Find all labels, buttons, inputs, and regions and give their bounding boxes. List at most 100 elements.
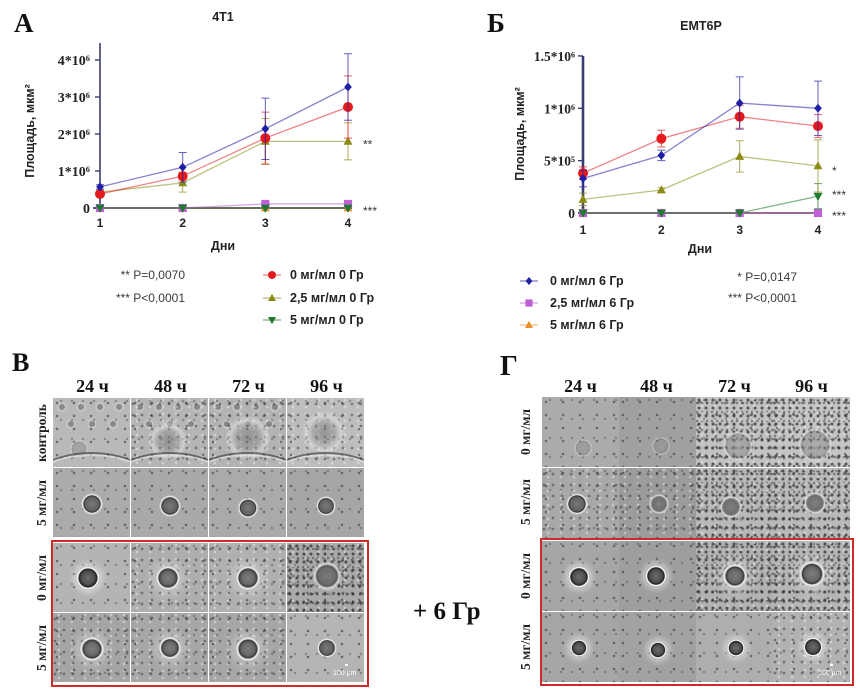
- column-header: 24 ч: [564, 376, 597, 396]
- chart-emt6p: Б EMT6P Площадь, мкм² Дни 0 5*10⁵ 1*10⁶ 1.5…: [487, 8, 846, 256]
- legend-label: 2,5 мг/мл 6 Гр: [550, 296, 635, 310]
- micrograph-cell: [773, 541, 850, 611]
- series-line: [582, 116, 819, 174]
- panel-label-g: Г: [500, 351, 518, 382]
- series-line: [99, 140, 348, 193]
- chart-4t1: А 4T1 Площадь, мкм² Дни 0 1*10⁶ 2*10⁶ 3*10⁶…: [14, 8, 377, 253]
- data-point: [343, 199, 353, 208]
- data-point: [260, 204, 270, 213]
- data-point: [178, 204, 188, 213]
- micrograph-cell: [542, 541, 619, 611]
- data-point: [814, 103, 822, 113]
- micrograph-cell: [542, 397, 619, 467]
- data-point: [657, 150, 666, 160]
- spheroid: [312, 561, 343, 592]
- legend-marker-shape: [525, 299, 533, 307]
- legend-marker-icon: [520, 320, 538, 328]
- y-axis-label: Площадь, мкм²: [23, 84, 37, 178]
- column-header: 72 ч: [718, 376, 751, 396]
- x-tick-label: 3: [262, 216, 269, 230]
- p-value-note: *** P<0,0001: [727, 291, 797, 305]
- micrograph-cell: [696, 612, 773, 682]
- p-value-note: * P=0,0147: [737, 270, 797, 284]
- significance-marker: ***: [832, 209, 846, 223]
- micrograph-cell: [287, 398, 364, 467]
- data-point: [656, 185, 666, 194]
- legend-marker-icon: [263, 317, 281, 325]
- micrograph-cell: [287, 468, 364, 537]
- y-tick-label: 0: [568, 206, 575, 221]
- micrograph-cell: [209, 468, 286, 537]
- legend-marker-shape: [268, 293, 276, 301]
- data-point: [578, 209, 588, 218]
- data-point: [735, 151, 745, 160]
- significance-marker: ***: [832, 188, 846, 202]
- micrograph-cell: [287, 613, 364, 682]
- x-tick-label: 4: [815, 223, 822, 237]
- spheroid: [317, 637, 338, 658]
- data-point: [96, 182, 104, 192]
- micrograph-cell: [53, 398, 130, 467]
- series-line: [583, 195, 819, 214]
- spheroid: [237, 497, 258, 519]
- y-tick-label: 1*10⁶: [58, 165, 90, 180]
- spheroid: [727, 639, 746, 658]
- micrograph-cell: [619, 468, 696, 538]
- scale-bar-label: 100 μm: [818, 670, 842, 677]
- charts-canvas: А 4T1 Площадь, мкм² Дни 0 1*10⁶ 2*10⁶ 3*10⁶…: [14, 8, 846, 256]
- y-tick-label: 2*10⁶: [58, 128, 90, 143]
- significance-marker: **: [363, 137, 373, 151]
- column-header: 96 ч: [795, 376, 828, 396]
- data-point: [656, 133, 667, 144]
- micrograph-cell: [131, 398, 208, 467]
- data-point: [261, 199, 270, 208]
- data-point: [656, 209, 666, 218]
- legend-marker-shape: [268, 317, 276, 325]
- micrograph-cell: [53, 468, 130, 537]
- micrograph-cell: [131, 468, 208, 537]
- micrograph-cell: [209, 543, 286, 612]
- column-header: 48 ч: [640, 376, 673, 396]
- legend-label: 5 мг/мл 0 Гр: [290, 313, 364, 327]
- spheroid: [80, 492, 103, 515]
- irradiated-group-box: [51, 540, 369, 687]
- series-3: [578, 183, 823, 218]
- micrograph-cell: [773, 468, 850, 538]
- y-axis-label: Площадь, мкм²: [513, 87, 527, 181]
- scale-bar-label: 100 μm: [333, 670, 357, 677]
- spheroid: [565, 493, 588, 516]
- spheroid: [649, 494, 670, 515]
- spheroid: [648, 640, 667, 659]
- y-tick-label: 4*10⁶: [58, 54, 90, 69]
- x-tick-label: 4: [345, 216, 352, 230]
- y-tick-label: 0: [83, 202, 90, 217]
- chart-title: 4T1: [212, 10, 234, 24]
- spheroid: [154, 564, 181, 591]
- spheroid: [804, 492, 827, 514]
- column-header: 72 ч: [232, 376, 265, 396]
- micrograph-cell: [287, 543, 364, 612]
- spheroid: [315, 495, 336, 516]
- column-header: 24 ч: [76, 376, 109, 396]
- data-point: [95, 188, 105, 199]
- series-line: [99, 86, 349, 188]
- x-axis-label: Дни: [211, 239, 235, 253]
- spheroid: [719, 495, 742, 518]
- y-tick-label: 1*10⁶: [544, 101, 575, 116]
- scale-bar: [830, 664, 833, 666]
- series-2: [578, 139, 823, 207]
- p-value-note: ** P=0,0070: [120, 268, 185, 282]
- x-tick-label: 1: [97, 216, 104, 230]
- micrograph-cell: [53, 543, 130, 612]
- data-point: [261, 124, 270, 134]
- data-point: [579, 173, 587, 183]
- data-point: [343, 204, 353, 213]
- micrograph-cell: [209, 613, 286, 682]
- legend-label: 0 мг/мл 6 Гр: [550, 274, 624, 288]
- spheroid: [723, 431, 754, 461]
